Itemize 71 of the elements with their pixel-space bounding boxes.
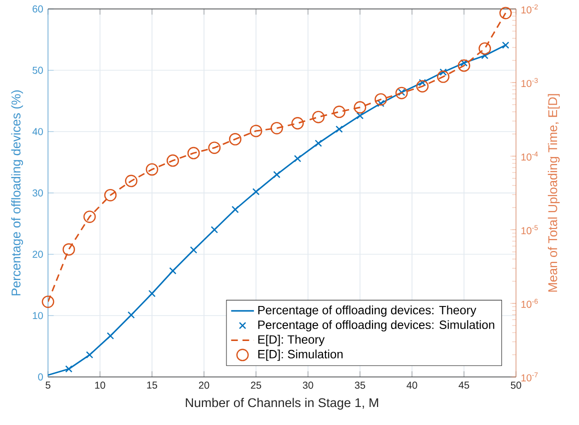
point xyxy=(478,42,491,55)
point xyxy=(312,110,325,124)
legend-label: E[D]: Simulation xyxy=(258,350,343,361)
x-tick-label: 45 xyxy=(458,382,470,389)
point xyxy=(42,296,54,308)
legend-label: Percentage of offloading devices: Theory xyxy=(258,306,476,317)
point xyxy=(125,174,138,188)
y2-tick-label: 10$^{-2}$ xyxy=(521,4,538,14)
point xyxy=(481,52,488,60)
point xyxy=(354,101,366,114)
point xyxy=(128,311,135,319)
point xyxy=(166,154,179,167)
point xyxy=(437,70,450,83)
point xyxy=(62,243,76,256)
x-tick-label: 10 xyxy=(95,382,106,389)
point xyxy=(148,290,156,298)
point xyxy=(86,351,94,359)
point xyxy=(374,93,387,106)
point xyxy=(210,226,218,234)
point xyxy=(252,188,260,196)
point xyxy=(190,246,198,254)
point xyxy=(169,267,176,274)
y-tick-label: 40 xyxy=(32,128,43,136)
legend-label: E[D]: Theory xyxy=(258,334,325,346)
y2-axis-title: Mean of Total Uploading Time, E[D] xyxy=(548,94,560,292)
y-tick-label: 10 xyxy=(32,312,43,320)
x-tick-label: 5 xyxy=(46,382,50,389)
point xyxy=(270,122,284,134)
y2-tick-label: 10$^{-4}$ xyxy=(521,152,538,161)
x-tick-label: 25 xyxy=(250,382,262,389)
y2-tick-label: 10$^{-3}$ xyxy=(521,78,538,88)
point xyxy=(232,206,239,214)
point xyxy=(333,106,346,118)
y2-tick-label: 10$^{-7}$ xyxy=(521,372,538,382)
y-tick-label: 60 xyxy=(32,5,43,13)
point xyxy=(395,86,408,100)
point xyxy=(416,80,429,93)
point xyxy=(83,210,96,224)
point xyxy=(104,189,117,202)
y2-tick-label: 10$^{-6}$ xyxy=(521,298,538,308)
point xyxy=(208,142,221,154)
y-tick-label: 0 xyxy=(38,373,43,381)
x-tick-label: 35 xyxy=(354,382,366,389)
legend-label: Percentage of offloading devices: Simulation xyxy=(258,320,494,332)
x-axis-title: Number of Channels in Stage 1, M xyxy=(186,398,378,410)
point xyxy=(187,146,200,160)
point xyxy=(336,126,343,133)
point xyxy=(356,112,364,120)
point xyxy=(440,68,447,76)
point xyxy=(229,133,242,146)
point xyxy=(314,140,322,147)
point xyxy=(502,42,510,49)
y-axis-title: Percentage of offloading devices (%) xyxy=(11,90,24,296)
x-tick-label: 30 xyxy=(302,382,314,389)
point xyxy=(273,170,280,178)
point xyxy=(294,155,302,162)
point xyxy=(250,124,262,138)
y-tick-label: 30 xyxy=(32,189,43,197)
point xyxy=(65,365,72,373)
point xyxy=(291,117,304,130)
point xyxy=(499,6,512,20)
x-tick-label: 15 xyxy=(147,382,158,389)
x-tick-label: 40 xyxy=(406,382,418,389)
y-tick-label: 50 xyxy=(32,66,43,74)
point xyxy=(106,332,114,340)
point xyxy=(458,59,470,72)
y-tick-label: 20 xyxy=(32,250,43,258)
y2-tick-label: 10$^{-5}$ xyxy=(521,225,538,234)
x-tick-label: 50 xyxy=(510,382,522,389)
point xyxy=(146,163,158,176)
x-tick-label: 20 xyxy=(198,382,210,389)
